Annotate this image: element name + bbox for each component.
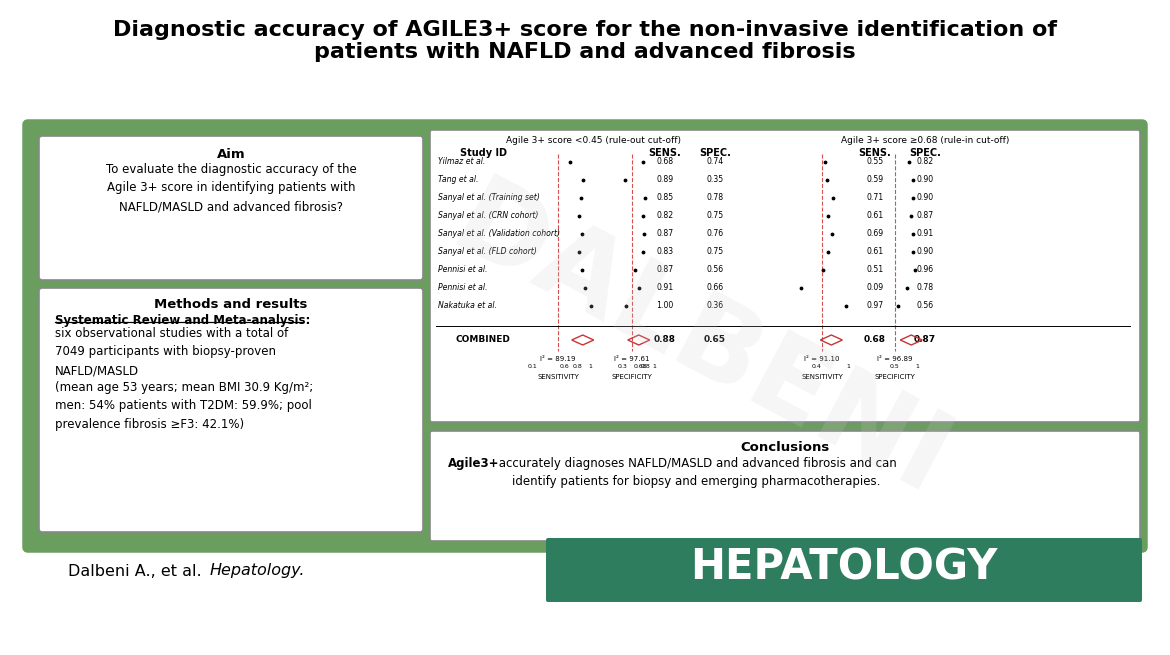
Text: Hepatology.: Hepatology.: [209, 563, 305, 578]
Text: 0.36: 0.36: [707, 301, 723, 310]
Text: Diagnostic accuracy of AGILE3+ score for the non-invasive identification of: Diagnostic accuracy of AGILE3+ score for…: [113, 20, 1057, 40]
Text: 0.8: 0.8: [641, 364, 651, 369]
FancyBboxPatch shape: [546, 538, 1142, 602]
FancyBboxPatch shape: [431, 431, 1140, 541]
Text: SPECIFICITY: SPECIFICITY: [612, 374, 653, 380]
Text: 0.85: 0.85: [656, 193, 674, 202]
Text: 0.3: 0.3: [618, 364, 628, 369]
Text: 0.90: 0.90: [916, 193, 934, 202]
Text: SENS.: SENS.: [859, 148, 892, 158]
Text: 0.65: 0.65: [704, 335, 727, 345]
Text: 1: 1: [915, 364, 918, 369]
Text: Agile 3+ score <0.45 (rule-out cut-off): Agile 3+ score <0.45 (rule-out cut-off): [505, 136, 681, 145]
FancyBboxPatch shape: [39, 136, 424, 280]
FancyBboxPatch shape: [39, 288, 424, 532]
Text: 0.8: 0.8: [572, 364, 583, 369]
Text: 0.71: 0.71: [866, 193, 883, 202]
Text: (mean age 53 years; mean BMI 30.9 Kg/m²;
men: 54% patients with T2DM: 59.9%; poo: (mean age 53 years; mean BMI 30.9 Kg/m²;…: [55, 381, 314, 431]
Text: SENS.: SENS.: [648, 148, 681, 158]
Text: 0.78: 0.78: [707, 193, 723, 202]
Text: 0.1: 0.1: [528, 364, 537, 369]
Text: 0.69: 0.69: [867, 229, 883, 238]
Text: 1.00: 1.00: [656, 301, 674, 310]
Text: Systematic Review and Meta-analysis:: Systematic Review and Meta-analysis:: [55, 314, 310, 327]
Text: 0.68: 0.68: [633, 364, 647, 369]
Text: Sanyal et al. (CRN cohort): Sanyal et al. (CRN cohort): [438, 212, 538, 221]
Text: 0.55: 0.55: [867, 157, 883, 166]
Text: six observational studies with a total of
7049 participants with biopsy-proven
N: six observational studies with a total o…: [55, 327, 288, 377]
Text: 0.66: 0.66: [707, 284, 723, 293]
Text: Sanyal et al. (FLD cohort): Sanyal et al. (FLD cohort): [438, 248, 537, 257]
Text: 0.76: 0.76: [707, 229, 723, 238]
Text: SPEC.: SPEC.: [909, 148, 941, 158]
Text: COMBINED: COMBINED: [455, 335, 510, 345]
Text: 0.88: 0.88: [654, 335, 676, 345]
Text: DALBENI: DALBENI: [434, 170, 965, 520]
Text: 0.75: 0.75: [707, 212, 723, 221]
Text: SPEC.: SPEC.: [698, 148, 731, 158]
Text: 0.5: 0.5: [890, 364, 900, 369]
Text: Pennisi et al.: Pennisi et al.: [438, 284, 488, 293]
Text: 1: 1: [653, 364, 656, 369]
Text: 0.87: 0.87: [916, 212, 934, 221]
Text: 0.97: 0.97: [867, 301, 883, 310]
Text: Conclusions: Conclusions: [741, 441, 830, 454]
Text: 0.91: 0.91: [656, 284, 674, 293]
Text: 0.87: 0.87: [914, 335, 936, 345]
Text: Tang et al.: Tang et al.: [438, 176, 479, 185]
Text: 0.59: 0.59: [867, 176, 883, 185]
Text: 0.87: 0.87: [656, 265, 674, 274]
Text: Sanyal et al. (Validation cohort): Sanyal et al. (Validation cohort): [438, 229, 560, 238]
FancyBboxPatch shape: [25, 121, 1145, 551]
Text: Yilmaz et al.: Yilmaz et al.: [438, 157, 486, 166]
Text: 0.61: 0.61: [866, 248, 883, 257]
Text: I² = 96.89: I² = 96.89: [878, 356, 913, 362]
Text: 0.74: 0.74: [707, 157, 723, 166]
Text: Sanyal et al. (Training set): Sanyal et al. (Training set): [438, 193, 539, 202]
Text: I² = 89.19: I² = 89.19: [541, 356, 576, 362]
Text: accurately diagnoses NAFLD/MASLD and advanced fibrosis and can
identify patients: accurately diagnoses NAFLD/MASLD and adv…: [495, 457, 896, 488]
Text: Pennisi et al.: Pennisi et al.: [438, 265, 488, 274]
Text: 0.68: 0.68: [656, 157, 674, 166]
Text: I² = 97.61: I² = 97.61: [614, 356, 649, 362]
Text: 0.68: 0.68: [863, 335, 886, 345]
FancyBboxPatch shape: [431, 130, 1140, 422]
Text: To evaluate the diagnostic accuracy of the
Agile 3+ score in identifying patient: To evaluate the diagnostic accuracy of t…: [105, 163, 357, 213]
Text: Nakatuka et al.: Nakatuka et al.: [438, 301, 497, 310]
Text: Agile3+: Agile3+: [448, 457, 500, 470]
Text: 0.82: 0.82: [656, 212, 674, 221]
Text: Methods and results: Methods and results: [154, 298, 308, 311]
Text: patients with NAFLD and advanced fibrosis: patients with NAFLD and advanced fibrosi…: [315, 42, 855, 62]
Text: SENSITIVITY: SENSITIVITY: [537, 374, 579, 380]
Text: 0.75: 0.75: [707, 248, 723, 257]
Text: HEPATOLOGY: HEPATOLOGY: [690, 547, 998, 589]
Text: SPECIFICITY: SPECIFICITY: [874, 374, 915, 380]
Text: 0.89: 0.89: [656, 176, 674, 185]
Text: Study ID: Study ID: [460, 148, 507, 158]
Text: 0.87: 0.87: [656, 229, 674, 238]
Text: 0.4: 0.4: [812, 364, 821, 369]
Text: 0.91: 0.91: [916, 229, 934, 238]
Text: Aim: Aim: [216, 148, 246, 161]
Text: Agile 3+ score ≥0.68 (rule-in cut-off): Agile 3+ score ≥0.68 (rule-in cut-off): [841, 136, 1010, 145]
Text: 0.61: 0.61: [866, 212, 883, 221]
Text: 0.09: 0.09: [867, 284, 883, 293]
Text: I² = 91.10: I² = 91.10: [804, 356, 840, 362]
Text: SENSITIVITY: SENSITIVITY: [801, 374, 842, 380]
Text: 0.82: 0.82: [916, 157, 934, 166]
Text: 0.83: 0.83: [656, 248, 674, 257]
Text: 0.90: 0.90: [916, 248, 934, 257]
Text: 0.6: 0.6: [559, 364, 570, 369]
Text: 1: 1: [846, 364, 849, 369]
Text: 0.35: 0.35: [707, 176, 723, 185]
Text: 0.56: 0.56: [916, 301, 934, 310]
Text: 0.96: 0.96: [916, 265, 934, 274]
Text: 0.56: 0.56: [707, 265, 723, 274]
Text: 0.90: 0.90: [916, 176, 934, 185]
Text: 0.78: 0.78: [916, 284, 934, 293]
Text: 1: 1: [589, 364, 592, 369]
Text: 0.51: 0.51: [866, 265, 883, 274]
Text: Dalbeni A., et al.: Dalbeni A., et al.: [68, 563, 207, 578]
